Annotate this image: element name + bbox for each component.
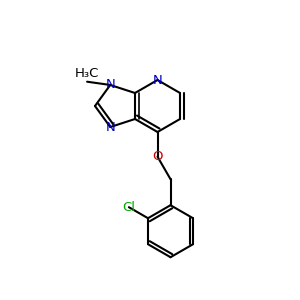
Text: N: N: [153, 74, 162, 86]
Text: N: N: [105, 79, 115, 92]
Text: H₃C: H₃C: [75, 67, 99, 80]
Text: Cl: Cl: [122, 201, 135, 214]
Text: N: N: [105, 121, 115, 134]
Text: O: O: [152, 150, 163, 163]
